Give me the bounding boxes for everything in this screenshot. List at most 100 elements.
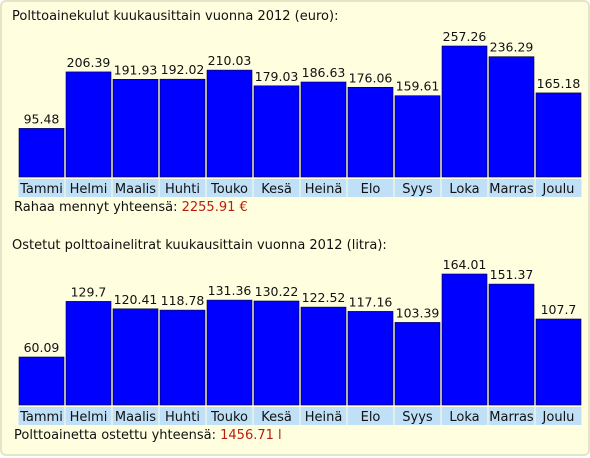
- fuel-cost-value-label-helmi: 206.39: [67, 55, 111, 70]
- fuel-cost-category-band-kesä: [253, 179, 300, 197]
- fuel-litres-category-label-helmi: Helmi: [70, 410, 108, 425]
- fuel-litres-value-label-helmi: 129.7: [71, 284, 107, 299]
- fuel-litres-total-label: Polttoainetta ostettu yhteensä:: [14, 428, 216, 443]
- fuel-cost-category-band-tammi: [18, 179, 65, 197]
- fuel-litres-category-band-huhti: [159, 407, 206, 425]
- fuel-cost-category-band-helmi: [65, 179, 112, 197]
- fuel-cost-category-label-loka: Loka: [449, 182, 479, 197]
- fuel-litres-bar-joulu: [535, 318, 582, 406]
- fuel-cost-category-band-heinä: [300, 179, 347, 197]
- fuel-litres-bar-tammi: [18, 356, 65, 406]
- fuel-litres-category-band-syys: [394, 407, 441, 425]
- fuel-litres-category-label-loka: Loka: [449, 410, 479, 425]
- fuel-cost-bar-huhti: [159, 78, 206, 178]
- fuel-cost-bar-chart: 95.48 Tammi 206.39 Helmi 191.93 Maalis 192.02 H…: [18, 29, 582, 197]
- fuel-litres-category-band-maalis: [112, 407, 159, 425]
- fuel-litres-value-label-touko: 131.36: [208, 283, 252, 298]
- fuel-litres-category-band-kesä: [253, 407, 300, 425]
- fuel-cost-category-band-elo: [347, 179, 394, 197]
- fuel-cost-bar-heinä: [300, 81, 347, 178]
- fuel-litres-bar-chart: 60.09 Tammi 129.7 Helmi 120.41 Maalis 118.78 Hu…: [18, 257, 582, 425]
- fuel-litres-value-label-kesä: 130.22: [255, 284, 299, 299]
- fuel-cost-value-label-tammi: 95.48: [24, 111, 60, 126]
- fuel-cost-category-band-maalis: [112, 179, 159, 197]
- fuel-cost-value-label-heinä: 186.63: [302, 65, 346, 80]
- fuel-cost-bar-syys: [394, 95, 441, 178]
- fuel-cost-bar-elo: [347, 86, 394, 178]
- fuel-litres-total-value: 1456.71 l: [220, 428, 282, 443]
- fuel-litres-value-label-syys: 103.39: [396, 305, 440, 320]
- fuel-cost-value-label-maalis: 191.93: [114, 62, 158, 77]
- fuel-cost-category-label-marras: Marras: [489, 182, 534, 197]
- fuel-cost-total-value: 2255.91 €: [181, 200, 248, 215]
- fuel-litres-value-label-huhti: 118.78: [161, 293, 205, 308]
- fuel-cost-category-label-kesä: Kesä: [261, 182, 292, 197]
- fuel-cost-bar-maalis: [112, 78, 159, 178]
- fuel-cost-bar-tammi: [18, 128, 65, 178]
- fuel-litres-bar-marras: [488, 283, 535, 406]
- fuel-litres-category-label-elo: Elo: [361, 410, 381, 425]
- fuel-litres-category-label-tammi: Tammi: [19, 410, 63, 425]
- fuel-litres-bar-syys: [394, 322, 441, 406]
- fuel-cost-total: Rahaa mennyt yhteensä: 2255.91 €: [14, 200, 248, 215]
- fuel-litres-category-label-huhti: Huhti: [165, 410, 200, 425]
- fuel-litres-category-label-heinä: Heinä: [305, 410, 343, 425]
- fuel-litres-bar-kesä: [253, 300, 300, 406]
- fuel-cost-chart-title: Polttoainekulut kuukausittain vuonna 201…: [12, 9, 339, 24]
- fuel-litres-category-label-marras: Marras: [489, 410, 534, 425]
- fuel-litres-value-label-tammi: 60.09: [24, 340, 60, 355]
- fuel-cost-category-band-touko: [206, 179, 253, 197]
- fuel-litres-bar-touko: [206, 299, 253, 406]
- fuel-cost-category-label-helmi: Helmi: [70, 182, 108, 197]
- fuel-litres-value-label-loka: 164.01: [443, 257, 487, 272]
- fuel-litres-value-label-joulu: 107.7: [541, 302, 577, 317]
- fuel-cost-bar-helmi: [65, 71, 112, 178]
- fuel-cost-bar-joulu: [535, 92, 582, 178]
- fuel-litres-category-band-loka: [441, 407, 488, 425]
- fuel-litres-bar-maalis: [112, 308, 159, 406]
- fuel-cost-total-label: Rahaa mennyt yhteensä:: [14, 200, 178, 215]
- fuel-cost-category-label-maalis: Maalis: [115, 182, 156, 197]
- fuel-cost-category-label-syys: Syys: [402, 182, 433, 197]
- fuel-litres-category-band-marras: [488, 407, 535, 425]
- fuel-litres-value-label-elo: 117.16: [349, 294, 393, 309]
- fuel-cost-category-label-heinä: Heinä: [305, 182, 343, 197]
- fuel-cost-category-band-huhti: [159, 179, 206, 197]
- fuel-cost-value-label-joulu: 165.18: [537, 76, 581, 91]
- fuel-cost-value-label-syys: 159.61: [396, 79, 440, 94]
- fuel-cost-category-label-touko: Touko: [210, 182, 248, 197]
- fuel-cost-category-band-marras: [488, 179, 535, 197]
- fuel-cost-category-label-huhti: Huhti: [165, 182, 200, 197]
- fuel-cost-value-label-huhti: 192.02: [161, 62, 205, 77]
- fuel-cost-value-label-loka: 257.26: [443, 29, 487, 44]
- fuel-cost-category-band-syys: [394, 179, 441, 197]
- fuel-cost-category-band-loka: [441, 179, 488, 197]
- fuel-litres-value-label-heinä: 122.52: [302, 290, 346, 305]
- fuel-litres-chart-title: Ostetut polttoainelitrat kuukausittain v…: [12, 238, 387, 253]
- fuel-cost-value-label-kesä: 179.03: [255, 69, 299, 84]
- fuel-litres-category-band-helmi: [65, 407, 112, 425]
- fuel-litres-category-band-elo: [347, 407, 394, 425]
- fuel-litres-bar-helmi: [65, 301, 112, 406]
- fuel-cost-category-label-joulu: Joulu: [542, 182, 575, 197]
- fuel-cost-bar-loka: [441, 45, 488, 178]
- fuel-litres-category-band-touko: [206, 407, 253, 425]
- fuel-litres-category-band-tammi: [18, 407, 65, 425]
- fuel-litres-category-label-joulu: Joulu: [542, 410, 575, 425]
- fuel-litres-value-label-maalis: 120.41: [114, 292, 158, 307]
- fuel-litres-category-label-touko: Touko: [210, 410, 248, 425]
- fuel-litres-category-band-heinä: [300, 407, 347, 425]
- fuel-cost-value-label-marras: 236.29: [490, 40, 534, 55]
- fuel-cost-category-band-joulu: [535, 179, 582, 197]
- fuel-cost-bar-marras: [488, 56, 535, 178]
- fuel-litres-category-label-syys: Syys: [402, 410, 433, 425]
- fuel-litres-bar-heinä: [300, 306, 347, 406]
- fuel-litres-category-label-maalis: Maalis: [115, 410, 156, 425]
- fuel-cost-value-label-elo: 176.06: [349, 70, 393, 85]
- fuel-litres-bar-elo: [347, 311, 394, 406]
- fuel-litres-bar-loka: [441, 273, 488, 406]
- fuel-litres-category-label-kesä: Kesä: [261, 410, 292, 425]
- fuel-litres-value-label-marras: 151.37: [490, 267, 534, 282]
- fuel-cost-category-label-elo: Elo: [361, 182, 381, 197]
